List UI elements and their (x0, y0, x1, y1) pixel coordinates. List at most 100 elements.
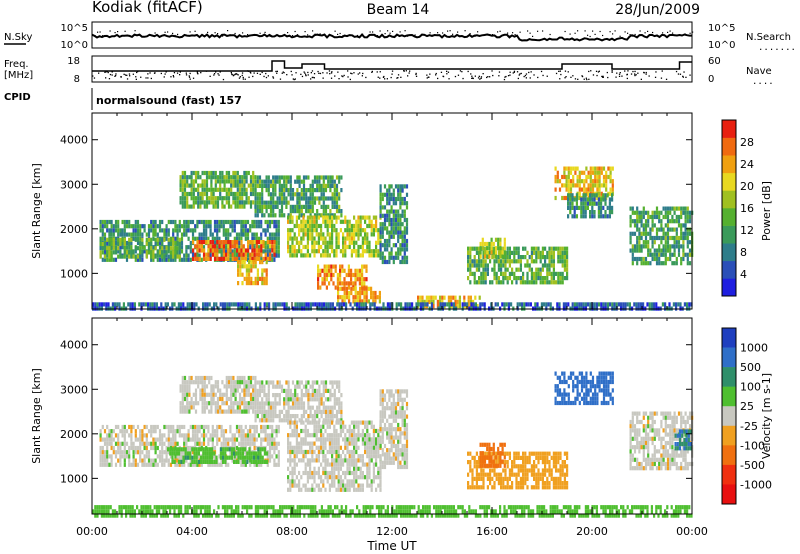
data-cell (229, 224, 232, 229)
data-cell (651, 252, 654, 257)
data-cell (192, 196, 195, 201)
nsearch-dot (459, 35, 461, 37)
data-cell (201, 384, 204, 389)
data-cell (256, 179, 259, 184)
data-cell (594, 174, 597, 180)
data-cell (128, 237, 131, 242)
data-cell (548, 280, 551, 285)
data-cell (238, 252, 241, 257)
data-cell (379, 209, 382, 214)
data-cell (571, 197, 574, 202)
data-cell (255, 462, 258, 467)
data-cell (258, 192, 262, 197)
nave-dot (310, 78, 312, 80)
data-cell (686, 261, 689, 266)
data-cell (567, 302, 570, 307)
data-cell (463, 295, 466, 300)
data-cell (106, 224, 109, 229)
data-cell (522, 246, 525, 251)
data-cell (208, 196, 211, 201)
data-cell (165, 228, 168, 233)
data-cell (228, 455, 231, 460)
data-cell (254, 418, 257, 423)
data-cell (636, 248, 639, 253)
data-cell (658, 235, 661, 241)
data-cell (302, 215, 305, 220)
data-cell (287, 244, 290, 250)
data-cell (99, 219, 102, 225)
data-cell (201, 179, 204, 184)
data-cell (666, 214, 670, 220)
data-cell (121, 433, 124, 438)
data-cell (223, 183, 226, 188)
nave-dot (470, 73, 472, 75)
nave-dot (303, 71, 305, 73)
data-cell (213, 459, 216, 464)
data-cell (668, 302, 671, 307)
data-cell (179, 405, 182, 410)
data-cell (666, 210, 670, 215)
data-cell (110, 219, 113, 225)
data-cell (484, 246, 487, 251)
data-cell (103, 246, 107, 251)
nave-dot (426, 74, 428, 76)
data-cell (467, 259, 470, 264)
data-cell (251, 232, 254, 237)
data-cell (236, 248, 239, 253)
nave-dot (602, 75, 604, 77)
data-cell (269, 179, 273, 184)
data-cell (390, 192, 393, 197)
data-cell (335, 232, 338, 237)
data-cell (230, 175, 233, 180)
data-cell (309, 302, 312, 307)
data-cell (101, 241, 104, 247)
data-cell (216, 424, 219, 430)
data-cell (252, 401, 255, 406)
data-cell (114, 302, 117, 307)
data-cell (132, 458, 135, 463)
data-cell (265, 268, 268, 273)
data-cell (567, 214, 570, 219)
data-cell (358, 281, 361, 286)
data-cell (245, 196, 248, 201)
data-cell (686, 214, 689, 220)
data-cell (602, 193, 605, 198)
nsearch-dot (437, 32, 439, 34)
data-cell (548, 271, 551, 276)
data-cell (324, 244, 327, 250)
data-cell (237, 302, 240, 307)
data-cell (119, 454, 122, 459)
data-cell (352, 295, 355, 300)
data-cell (259, 455, 262, 460)
data-cell (258, 240, 261, 245)
data-cell (254, 276, 257, 281)
data-cell (598, 179, 601, 184)
data-cell (161, 254, 164, 259)
data-cell (246, 441, 250, 446)
data-cell (370, 290, 373, 296)
nave-dot (294, 78, 296, 80)
nsearch-dot (492, 34, 494, 36)
data-cell (289, 215, 292, 220)
data-cell (111, 302, 114, 307)
data-cell (333, 196, 336, 201)
data-cell (631, 231, 634, 236)
colorbar-swatch (722, 190, 736, 209)
data-cell (331, 302, 334, 307)
data-cell (240, 424, 243, 430)
data-cell (361, 281, 364, 286)
data-cell (255, 451, 258, 456)
data-cell (569, 166, 573, 171)
data-cell (497, 255, 500, 260)
data-cell (397, 247, 400, 252)
data-cell (265, 175, 268, 180)
data-cell (185, 224, 188, 229)
data-cell (629, 231, 632, 236)
nave-dot (396, 77, 398, 79)
data-cell (249, 191, 253, 197)
data-cell (673, 210, 676, 215)
data-cell (647, 261, 650, 266)
data-cell (110, 232, 113, 237)
data-cell (243, 187, 246, 192)
data-cell (550, 250, 553, 255)
